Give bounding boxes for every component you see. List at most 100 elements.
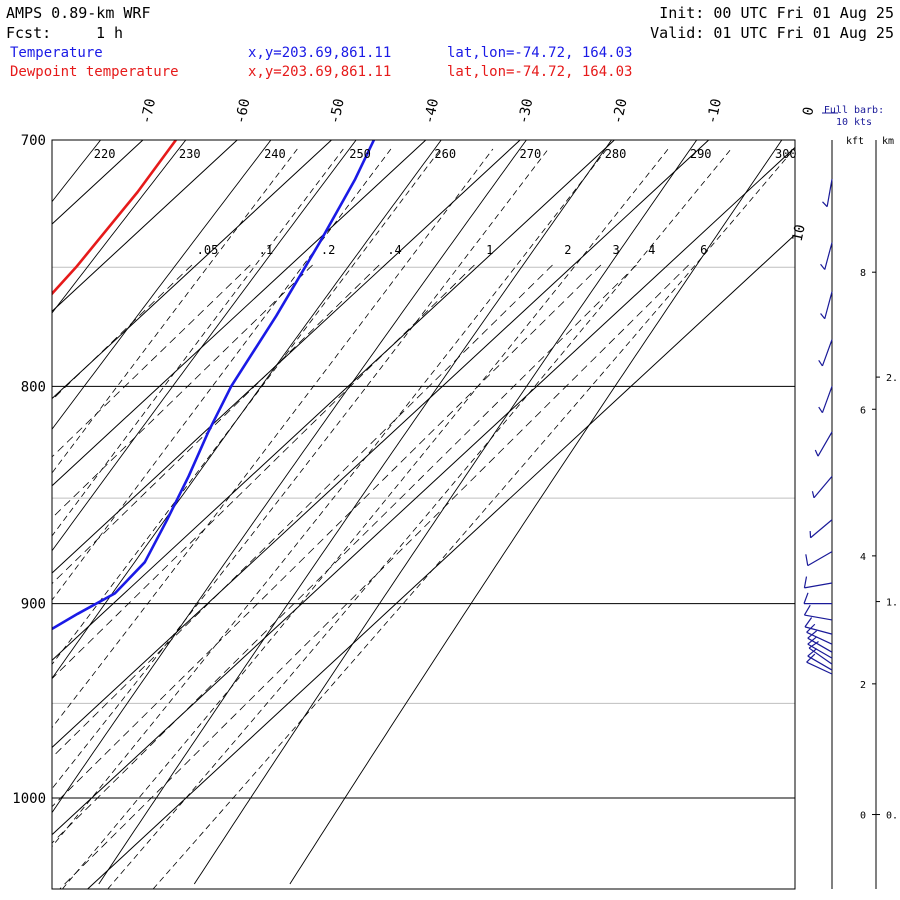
init-time: Init: 00 UTC Fri 01 Aug 25 — [659, 4, 894, 22]
mixing-ratio-label: 2 — [564, 243, 571, 257]
isotherm-group — [52, 140, 795, 889]
isotherm-label: -70 — [138, 97, 159, 125]
mixing-ratio-label: .05 — [197, 243, 219, 257]
location-xy-dewpoint: x,y=203.69,861.11 — [248, 64, 391, 80]
dry-adiabat-line — [289, 140, 783, 885]
dry-adiabat-label: 290 — [690, 147, 712, 161]
isobar-label: 900 — [21, 597, 46, 613]
isotherm-line — [52, 146, 795, 836]
isotherm-label: 0 — [800, 105, 817, 117]
moist-adiabat-line — [52, 148, 549, 790]
moist-adiabat-line — [62, 148, 669, 889]
moist-adiabat-line — [152, 148, 795, 889]
wind-barb-flag — [814, 449, 819, 457]
mixing-ratio-label: 6 — [700, 243, 707, 257]
dry-adiabat-line — [52, 140, 101, 203]
mixing-ratio-line — [52, 264, 380, 585]
isotherm-line — [52, 140, 332, 400]
wind-barb-staff — [806, 631, 833, 645]
wind-barb-staff — [807, 551, 833, 567]
dry-adiabat-line — [52, 140, 272, 430]
dry-adiabat-label: 270 — [520, 147, 542, 161]
isotherm-label: -30 — [516, 97, 537, 125]
kft-tick-label: 8 — [860, 268, 866, 279]
mixing-ratio-label: 4 — [648, 243, 655, 257]
isotherm-line — [52, 140, 144, 225]
isotherm-label: -60 — [233, 97, 254, 125]
isobar-label: 800 — [21, 379, 46, 395]
wind-barb-flag — [803, 604, 811, 616]
mixing-ratio-line — [52, 264, 553, 758]
mixing-ratio-label: .1 — [259, 243, 273, 257]
legend-dewpoint: Dewpoint temperature — [10, 64, 179, 80]
location-latlon-dewpoint: lat,lon=-74.72, 164.03 — [447, 64, 632, 80]
moist-adiabat-line — [52, 148, 344, 537]
dry-adiabat-line — [98, 140, 612, 885]
moist-adiabat-group — [52, 148, 795, 889]
kft-axis-label: kft — [846, 136, 864, 147]
moist-adiabat-line — [52, 148, 608, 848]
wind-barb-flag — [805, 554, 809, 566]
moist-adiabat-line — [107, 148, 732, 889]
dry-adiabat-line — [52, 140, 442, 680]
fcst-value: 1 h — [96, 24, 123, 42]
mixing-ratio-label: 1 — [486, 243, 493, 257]
isotherm-label: -20 — [610, 97, 631, 125]
wind-barb-staff — [806, 661, 833, 675]
dry-adiabat-label: 250 — [349, 147, 371, 161]
mixing-ratio-label: .2 — [321, 243, 335, 257]
barb-legend-value: 10 kts — [836, 117, 872, 128]
kft-tick-label: 0 — [860, 811, 866, 822]
kft-tick-label: 4 — [860, 552, 866, 563]
dry-adiabat-line — [193, 140, 698, 885]
wind-barb-staff — [807, 643, 833, 659]
km-tick-label: 0. — [886, 811, 898, 822]
isotherm-line — [52, 140, 427, 487]
wind-barb-flag — [804, 617, 813, 628]
moist-adiabat-line — [52, 148, 441, 666]
wind-barb-flag — [822, 201, 828, 208]
model-title: AMPS 0.89-km WRF — [6, 4, 151, 22]
wind-barb-staff — [817, 431, 833, 457]
mixing-ratio-line — [52, 264, 193, 401]
isobar-label: 700 — [21, 133, 46, 149]
wind-barb-flag — [818, 406, 823, 413]
wind-barb-flag — [803, 592, 809, 604]
wind-barb-flag — [808, 641, 819, 649]
location-xy-temperature: x,y=203.69,861.11 — [248, 45, 391, 61]
km-tick-label: 2. — [886, 373, 898, 384]
label-group: 700 800 900 1000 -70 -60 -50 -40 -30 -20 -10 0 10 220… — [12, 97, 817, 807]
isotherm-line — [52, 140, 238, 313]
wind-barb-staff — [804, 614, 833, 621]
wind-barb-flag — [803, 576, 808, 588]
fcst-label: Fcst: — [6, 24, 51, 42]
kft-tick-label: 6 — [860, 405, 866, 416]
profile-line — [52, 140, 177, 296]
dry-adiabat-label: 230 — [179, 147, 201, 161]
isotherm-label: 10 — [790, 223, 809, 243]
mixing-ratio-label: 3 — [613, 243, 620, 257]
wind-barb-column — [803, 140, 833, 889]
dry-adiabat-line — [52, 140, 527, 814]
wind-barb-staff — [804, 582, 833, 589]
wind-barb-staff — [808, 647, 833, 665]
plot-area: 700 800 900 1000 -70 -60 -50 -40 -30 -20 -10 0 10 220… — [12, 97, 818, 890]
isotherm-line — [87, 233, 795, 889]
mixing-ratio-line — [52, 264, 602, 808]
dry-adiabat-label: 280 — [605, 147, 627, 161]
dry-adiabat-label: 240 — [264, 147, 286, 161]
wind-barb-staff — [824, 242, 833, 270]
isotherm-label: -40 — [421, 97, 442, 125]
dry-adiabat-label: 300 — [775, 147, 797, 161]
legend-temperature: Temperature — [10, 45, 103, 61]
background-lines — [52, 140, 795, 889]
moist-adiabat-line — [52, 148, 298, 474]
isotherm-line — [52, 140, 615, 661]
wind-barb-flag — [811, 491, 815, 498]
wind-barb-staff — [821, 339, 833, 367]
wind-barb-flag — [820, 313, 826, 320]
plot-frame — [51, 139, 796, 890]
mixing-ratio-line — [59, 264, 689, 889]
wind-barb-staff — [807, 637, 833, 653]
